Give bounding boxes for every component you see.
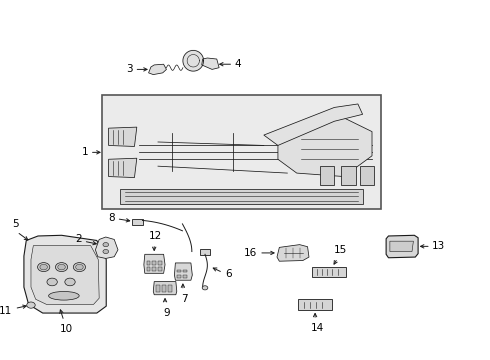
Bar [183, 275, 187, 278]
Text: 1: 1 [82, 147, 88, 157]
Text: 2: 2 [75, 234, 82, 244]
Bar [169, 285, 172, 292]
Bar [177, 270, 181, 272]
FancyBboxPatch shape [200, 249, 210, 255]
Circle shape [74, 262, 86, 271]
Bar [156, 285, 160, 292]
Polygon shape [342, 166, 356, 185]
Circle shape [47, 278, 57, 286]
Text: 10: 10 [60, 324, 73, 334]
Circle shape [55, 262, 68, 271]
Bar [101, 95, 381, 210]
Polygon shape [320, 166, 334, 185]
Text: 14: 14 [310, 323, 323, 333]
Text: 7: 7 [181, 294, 188, 304]
Polygon shape [202, 58, 219, 69]
Polygon shape [24, 235, 106, 313]
Bar [147, 267, 150, 271]
Circle shape [38, 262, 50, 271]
Polygon shape [278, 118, 372, 176]
Polygon shape [277, 245, 309, 261]
Polygon shape [386, 235, 418, 258]
Text: 8: 8 [108, 213, 115, 223]
Polygon shape [183, 50, 204, 71]
Polygon shape [148, 64, 167, 75]
Polygon shape [144, 254, 165, 273]
FancyBboxPatch shape [132, 219, 143, 225]
Polygon shape [96, 237, 118, 258]
Polygon shape [174, 263, 192, 280]
Circle shape [103, 243, 109, 247]
Polygon shape [109, 127, 137, 147]
Circle shape [202, 286, 208, 290]
Circle shape [75, 264, 83, 270]
FancyBboxPatch shape [312, 267, 346, 277]
Bar [152, 261, 156, 265]
Text: 3: 3 [126, 64, 133, 75]
Circle shape [103, 249, 109, 253]
Text: 13: 13 [432, 241, 445, 251]
Polygon shape [264, 104, 363, 145]
Circle shape [65, 278, 75, 286]
FancyBboxPatch shape [298, 298, 332, 310]
Text: 5: 5 [12, 219, 19, 229]
Text: 15: 15 [334, 246, 347, 255]
Bar [147, 261, 150, 265]
Polygon shape [121, 189, 363, 204]
Polygon shape [390, 241, 414, 252]
Text: 6: 6 [225, 269, 231, 279]
Circle shape [58, 264, 65, 270]
Circle shape [27, 302, 35, 308]
Bar [152, 267, 156, 271]
Text: 16: 16 [244, 248, 257, 258]
Bar [177, 275, 181, 278]
Ellipse shape [49, 292, 79, 300]
Text: 11: 11 [0, 306, 12, 316]
Polygon shape [360, 166, 374, 185]
Text: 12: 12 [149, 231, 162, 241]
Polygon shape [109, 158, 137, 177]
Text: 9: 9 [163, 308, 170, 318]
Polygon shape [31, 246, 99, 305]
Bar [183, 270, 187, 272]
Bar [158, 261, 162, 265]
Text: 4: 4 [235, 59, 241, 69]
Polygon shape [153, 282, 177, 295]
Circle shape [40, 264, 48, 270]
Bar [158, 267, 162, 271]
Bar [162, 285, 166, 292]
